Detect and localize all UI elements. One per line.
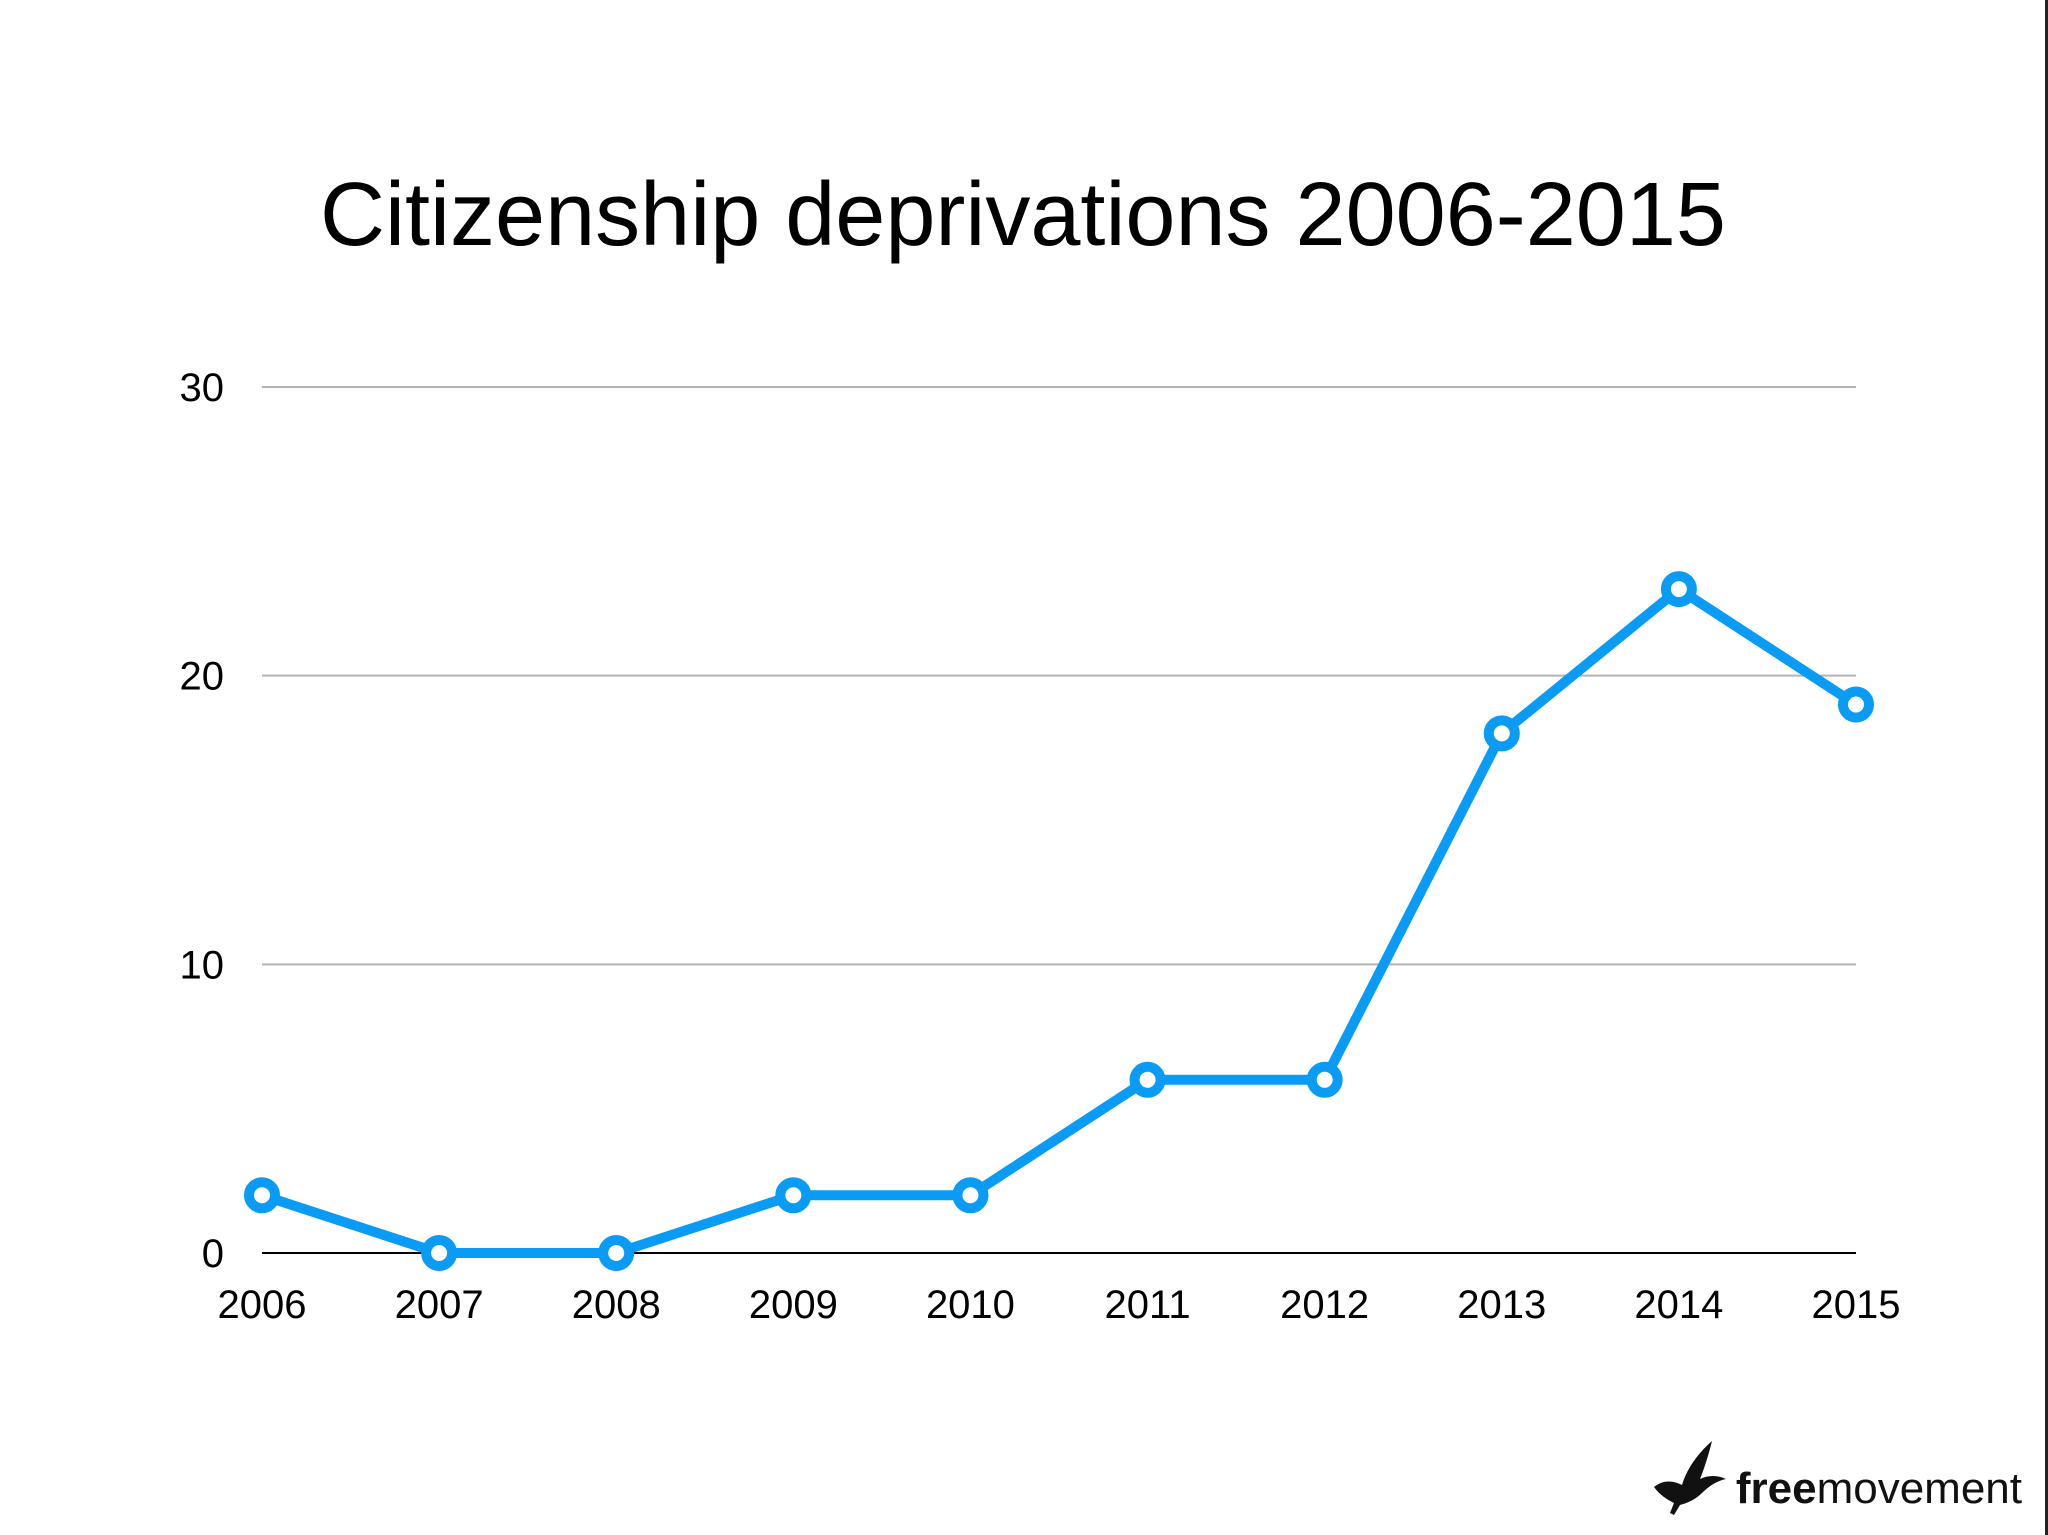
- data-point-marker: [244, 1177, 280, 1214]
- y-tick-label: 0: [202, 1232, 224, 1276]
- freemovement-logo: freemovement: [1650, 1437, 2022, 1517]
- data-point-group: [244, 571, 1874, 1271]
- data-point-marker: [421, 1235, 458, 1271]
- x-tick-label: 2009: [749, 1283, 838, 1327]
- series-line: [257, 584, 1861, 1258]
- data-point-marker: [598, 1235, 635, 1271]
- x-tick-label: 2012: [1280, 1283, 1369, 1327]
- data-point-marker: [1838, 686, 1874, 723]
- y-tick-label: 10: [180, 943, 225, 987]
- data-point-marker: [1483, 715, 1520, 752]
- x-tick-label: 2015: [1812, 1283, 1901, 1327]
- page-right-border: [2045, 0, 2048, 1535]
- x-tick-label: 2011: [1105, 1283, 1191, 1327]
- data-point-marker: [1660, 571, 1697, 608]
- x-tick-label: 2007: [395, 1283, 484, 1327]
- data-point-marker: [775, 1177, 812, 1214]
- chart-title: Citizenship deprivations 2006-2015: [320, 165, 1726, 265]
- x-tick-label: 2014: [1634, 1283, 1723, 1327]
- x-tick-labels: 2006 2007 2008 2009 2010 2011 2012 2013 2014 2015: [218, 1283, 1901, 1327]
- y-tick-labels: 0 10 20 30: [180, 366, 225, 1276]
- data-point-marker: [952, 1177, 989, 1214]
- logo-text-regular: movement: [1816, 1464, 2022, 1513]
- logo-text-bold: free: [1735, 1464, 1817, 1513]
- y-tick-label: 30: [180, 366, 225, 410]
- data-point-marker: [1306, 1061, 1343, 1098]
- bird-icon: [1653, 1441, 1726, 1515]
- series-line-group: [257, 584, 1861, 1258]
- x-tick-label: 2006: [218, 1283, 307, 1327]
- y-tick-label: 20: [180, 655, 225, 699]
- grid-lines: [262, 386, 1856, 1254]
- x-tick-label: 2008: [572, 1283, 661, 1327]
- x-tick-label: 2013: [1457, 1283, 1546, 1327]
- data-point-marker: [1129, 1061, 1166, 1098]
- x-tick-label: 2010: [926, 1283, 1015, 1327]
- logo-text: freemovement: [1736, 1467, 2022, 1517]
